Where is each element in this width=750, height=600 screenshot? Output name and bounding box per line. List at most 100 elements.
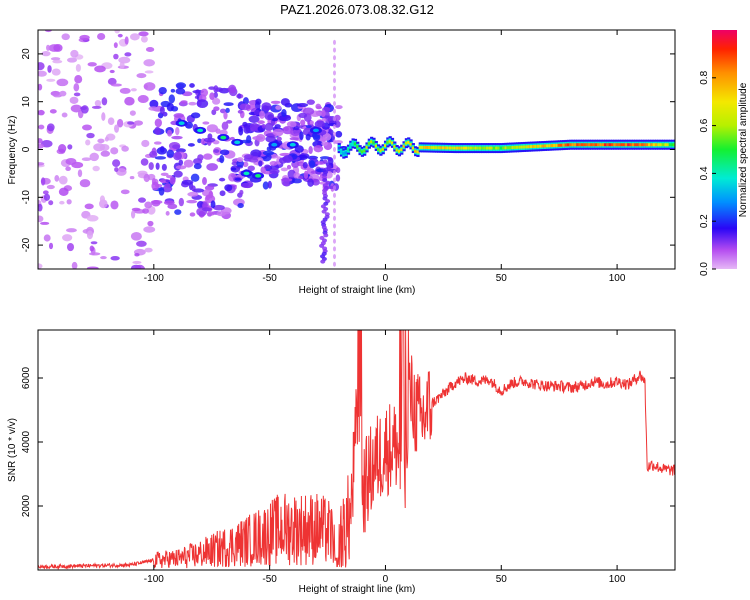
spectrogram-noise-blob bbox=[320, 137, 326, 142]
spectrogram-noise-blob bbox=[335, 167, 341, 174]
spectrogram-noise-blob bbox=[130, 210, 136, 219]
x-tick-label: -50 bbox=[262, 574, 277, 585]
spectrogram-noise-blob bbox=[187, 191, 199, 197]
spectrogram-noise-blob bbox=[165, 179, 170, 183]
figure-title: PAZ1.2026.073.08.32.G12 bbox=[280, 2, 434, 17]
spectral-line-core bbox=[342, 152, 346, 156]
spectrogram-noise-blob bbox=[134, 252, 140, 257]
spectrogram-noise-blob bbox=[286, 121, 297, 128]
spectral-line-core bbox=[402, 144, 406, 148]
spectrogram-noise-blob bbox=[137, 170, 148, 176]
spectrogram-noise-blob bbox=[264, 111, 275, 121]
spectral-line-core bbox=[451, 146, 455, 150]
spectrogram-noise-blob bbox=[170, 88, 176, 93]
spectrogram-vertical-line bbox=[332, 147, 336, 152]
spectrogram-noise-blob bbox=[129, 33, 140, 41]
spectrogram-noise-blob bbox=[138, 197, 146, 203]
spectrogram-vertical-line bbox=[332, 47, 336, 53]
spectral-line-core bbox=[571, 143, 575, 147]
spectral-line-core bbox=[559, 143, 564, 147]
spectrogram-noise-blob bbox=[187, 143, 195, 147]
spectrogram-noise-blob bbox=[149, 99, 159, 109]
spectrogram-noise-blob bbox=[231, 161, 238, 166]
spectrogram-noise-blob bbox=[160, 172, 169, 177]
spectrogram-noise-blob bbox=[44, 30, 52, 33]
spectral-line-core bbox=[427, 146, 432, 150]
spectrogram-noise-blob bbox=[259, 110, 265, 119]
x-tick-label: -50 bbox=[262, 273, 277, 284]
spectrogram-vertical-line bbox=[332, 78, 336, 84]
spectrogram-noise-blob bbox=[309, 160, 316, 169]
spectrogram-noise-blob bbox=[90, 241, 98, 245]
spectral-line-core bbox=[488, 146, 492, 150]
spectrogram-noise-blob bbox=[73, 83, 80, 92]
spectral-line-core bbox=[365, 145, 369, 149]
spectrogram-noise-blob bbox=[58, 187, 69, 197]
y-tick-label: 20 bbox=[21, 48, 32, 60]
spectrogram-noise-blob bbox=[74, 74, 83, 84]
spectrogram-noise-blob bbox=[255, 134, 266, 142]
spectral-line-core bbox=[490, 146, 494, 150]
spectrogram-vertical-line bbox=[332, 93, 336, 99]
spectral-line-core bbox=[441, 146, 446, 150]
spectral-line-core bbox=[536, 144, 541, 148]
spectrogram-noise-blob bbox=[142, 208, 149, 214]
spectrogram-vertical-line bbox=[332, 154, 336, 160]
spectral-line-core bbox=[654, 143, 659, 147]
spectrogram-noise-blob bbox=[166, 149, 175, 158]
spectrogram-blob bbox=[243, 171, 250, 176]
spectrogram-noise-blob bbox=[40, 177, 46, 186]
spectrogram-noise-blob bbox=[229, 136, 235, 141]
spectrogram-noise-blob bbox=[124, 96, 135, 106]
spectrogram-vertical-line bbox=[332, 223, 336, 229]
spectral-line-core bbox=[337, 146, 341, 150]
spectrogram-noise-blob bbox=[335, 105, 343, 110]
spectral-line-core bbox=[471, 146, 476, 150]
spectral-line-core bbox=[597, 143, 601, 147]
spectrogram-noise-blob bbox=[38, 162, 45, 166]
spectrogram-noise-blob bbox=[226, 120, 233, 124]
spectrogram-blob bbox=[312, 128, 319, 133]
spectral-line-core bbox=[645, 143, 649, 147]
spectral-line-core bbox=[497, 146, 501, 150]
spectral-line-core bbox=[666, 143, 670, 147]
spectral-line-core bbox=[467, 146, 471, 150]
spectrogram-noise-blob bbox=[243, 154, 254, 160]
snr-panel: -100 -50 0 50 100 2000 4000 6000 Height of str… bbox=[7, 329, 676, 595]
spectrogram-noise-blob bbox=[119, 87, 131, 94]
spectrogram-noise-blob bbox=[210, 200, 216, 209]
spectrogram-noise-blob bbox=[175, 88, 186, 95]
spectrogram-noise-blob bbox=[186, 199, 198, 204]
spectrogram-noise-blob bbox=[84, 203, 94, 210]
spectrogram-noise-blob bbox=[113, 53, 119, 60]
spectral-line-core bbox=[564, 143, 568, 147]
spectrogram-vertical-line bbox=[332, 55, 336, 61]
spectrogram-streak-blob bbox=[327, 157, 333, 162]
spectrogram-noise-blob bbox=[169, 176, 176, 185]
spectrogram-noise-blob bbox=[138, 31, 149, 37]
spectral-line-core bbox=[659, 143, 663, 147]
spectrogram-noise-blob bbox=[171, 135, 183, 140]
spectrogram-noise-blob bbox=[59, 200, 65, 205]
spectrogram-noise-blob bbox=[206, 124, 219, 133]
spectrogram-noise-blob bbox=[242, 161, 249, 168]
spectrogram-noise-blob bbox=[136, 240, 147, 247]
spectral-line-core bbox=[495, 146, 499, 150]
spectrogram-noise-blob bbox=[62, 234, 73, 242]
spectral-line-core bbox=[513, 145, 517, 149]
spectral-line-core bbox=[543, 144, 547, 148]
spectrogram-noise-blob bbox=[281, 109, 287, 117]
spectrogram-noise-blob bbox=[302, 107, 315, 116]
spectral-line-core bbox=[409, 142, 413, 146]
spectral-line-core bbox=[539, 144, 543, 148]
spectrogram-noise-blob bbox=[88, 252, 101, 256]
spectrogram-noise-blob bbox=[183, 159, 194, 168]
spectrogram-noise-blob bbox=[127, 121, 135, 125]
spectral-line-core bbox=[604, 143, 608, 147]
spectrogram-noise-blob bbox=[305, 125, 312, 129]
spectrogram-vertical-line bbox=[332, 246, 336, 252]
y-tick-label: 10 bbox=[21, 96, 32, 108]
spectral-line-core bbox=[448, 146, 453, 150]
spectrogram-noise-blob bbox=[144, 247, 153, 253]
spectrogram-noise-blob bbox=[38, 109, 45, 116]
